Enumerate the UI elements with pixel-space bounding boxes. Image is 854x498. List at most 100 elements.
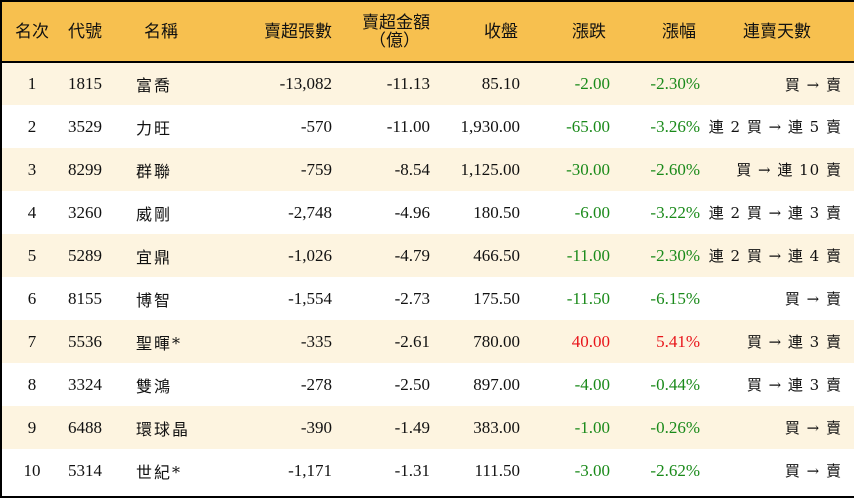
cell-close: 111.50 bbox=[474, 460, 521, 480]
cell-change: -65.00 bbox=[566, 116, 610, 136]
cell-name: 力旺 bbox=[136, 118, 173, 138]
cell-net-sell-amount: -4.79 bbox=[394, 245, 430, 265]
cell-code: 8155 bbox=[68, 288, 102, 308]
cell-change-pct: -2.30% bbox=[650, 74, 700, 93]
table-row: 3 8299 群聯 -759 -8.54 1,125.00 -30.00 -2.… bbox=[2, 148, 854, 191]
cell-consecutive-days: 買 → 連 3 賣 bbox=[746, 376, 842, 394]
header-change: 漲跌 bbox=[520, 2, 610, 63]
cell-net-sell-amount: -4.96 bbox=[394, 202, 430, 222]
cell-rank: 8 bbox=[27, 374, 37, 394]
header-change-pct: 漲幅 bbox=[610, 2, 700, 63]
cell-close: 1,125.00 bbox=[460, 159, 521, 179]
table-row: 8 3324 雙鴻 -278 -2.50 897.00 -4.00 -0.44%… bbox=[2, 363, 854, 406]
cell-name: 威剛 bbox=[136, 204, 173, 224]
cell-net-sell-amount: -1.49 bbox=[394, 417, 430, 437]
cell-change: -6.00 bbox=[574, 202, 610, 222]
table-row: 5 5289 宜鼎 -1,026 -4.79 466.50 -11.00 -2.… bbox=[2, 234, 854, 277]
cell-close: 180.50 bbox=[473, 202, 520, 222]
cell-net-sell-lots: -570 bbox=[300, 116, 332, 136]
header-net-sell-lots: 賣超張數 bbox=[218, 2, 332, 63]
cell-change-pct: -0.26% bbox=[650, 417, 700, 437]
cell-code: 6488 bbox=[68, 417, 102, 437]
header-row: 名次 代號 名稱 賣超張數 賣超金額 （億） 收盤 漲跌 漲幅 連賣天數 bbox=[2, 2, 854, 63]
cell-code: 3529 bbox=[68, 116, 102, 136]
cell-net-sell-amount: -2.61 bbox=[394, 331, 430, 351]
cell-net-sell-amount: -8.54 bbox=[394, 159, 430, 179]
cell-rank: 5 bbox=[27, 245, 37, 265]
cell-net-sell-amount: -11.13 bbox=[386, 74, 430, 93]
cell-consecutive-days: 買 → 連 10 賣 bbox=[736, 161, 842, 179]
cell-rank: 10 bbox=[23, 460, 41, 480]
cell-name: 環球晶 bbox=[136, 419, 191, 439]
header-consecutive-days: 連賣天數 bbox=[700, 2, 854, 63]
cell-name: 雙鴻 bbox=[136, 376, 173, 396]
cell-change-pct: 5.41% bbox=[656, 331, 700, 351]
cell-code: 5314 bbox=[68, 460, 102, 480]
cell-close: 1,930.00 bbox=[460, 116, 521, 136]
cell-code: 8299 bbox=[68, 159, 102, 179]
cell-name: 世紀* bbox=[136, 462, 183, 482]
table-row: 1 1815 富喬 -13,082 -11.13 85.10 -2.00 -2.… bbox=[2, 62, 854, 105]
cell-change: -4.00 bbox=[574, 374, 610, 394]
table-row: 4 3260 威剛 -2,748 -4.96 180.50 -6.00 -3.2… bbox=[2, 191, 854, 234]
cell-net-sell-lots: -1,554 bbox=[288, 288, 332, 308]
cell-code: 5289 bbox=[68, 245, 102, 265]
cell-net-sell-amount: -2.73 bbox=[394, 288, 430, 308]
cell-net-sell-amount: -1.31 bbox=[394, 460, 430, 480]
cell-rank: 9 bbox=[27, 417, 37, 437]
cell-code: 3324 bbox=[68, 374, 102, 394]
table-row: 10 5314 世紀* -1,171 -1.31 111.50 -3.00 -2… bbox=[2, 449, 854, 492]
cell-change-pct: -6.15% bbox=[650, 288, 700, 308]
cell-name: 宜鼎 bbox=[136, 247, 173, 267]
cell-change: -3.00 bbox=[574, 460, 610, 480]
cell-consecutive-days: 買 → 賣 bbox=[784, 462, 842, 480]
table-row: 9 6488 環球晶 -390 -1.49 383.00 -1.00 -0.26… bbox=[2, 406, 854, 449]
table-body: 1 1815 富喬 -13,082 -11.13 85.10 -2.00 -2.… bbox=[2, 62, 854, 492]
table-row: 6 8155 博智 -1,554 -2.73 175.50 -11.50 -6.… bbox=[2, 277, 854, 320]
cell-consecutive-days: 買 → 賣 bbox=[784, 290, 842, 308]
cell-rank: 7 bbox=[27, 331, 37, 351]
cell-change-pct: -3.22% bbox=[650, 202, 700, 222]
cell-change-pct: -3.26% bbox=[650, 116, 700, 136]
cell-net-sell-lots: -278 bbox=[300, 374, 332, 394]
table-row: 7 5536 聖暉* -335 -2.61 780.00 40.00 5.41%… bbox=[2, 320, 854, 363]
cell-rank: 4 bbox=[27, 202, 37, 222]
header-net-sell-amount: 賣超金額 （億） bbox=[332, 2, 430, 63]
cell-net-sell-lots: -1,171 bbox=[288, 460, 332, 480]
cell-change: -30.00 bbox=[566, 159, 610, 179]
cell-change: -1.00 bbox=[574, 417, 610, 437]
header-code: 代號 bbox=[62, 2, 128, 63]
cell-name: 聖暉* bbox=[136, 333, 183, 353]
cell-net-sell-amount: -11.00 bbox=[386, 116, 430, 136]
cell-close: 383.00 bbox=[473, 417, 520, 437]
cell-rank: 6 bbox=[27, 288, 37, 308]
cell-close: 780.00 bbox=[473, 331, 520, 351]
cell-rank: 3 bbox=[27, 159, 37, 179]
cell-change-pct: -0.44% bbox=[650, 374, 700, 394]
cell-consecutive-days: 買 → 賣 bbox=[784, 75, 842, 94]
cell-rank: 2 bbox=[27, 116, 37, 136]
cell-net-sell-amount: -2.50 bbox=[394, 374, 430, 394]
cell-net-sell-lots: -390 bbox=[300, 417, 332, 437]
cell-name: 博智 bbox=[136, 290, 173, 310]
cell-net-sell-lots: -759 bbox=[300, 159, 332, 179]
cell-consecutive-days: 連 2 買 → 連 4 賣 bbox=[708, 247, 842, 265]
table-row: 2 3529 力旺 -570 -11.00 1,930.00 -65.00 -3… bbox=[2, 105, 854, 148]
cell-net-sell-lots: -13,082 bbox=[279, 74, 332, 93]
cell-change: -11.50 bbox=[566, 288, 610, 308]
cell-net-sell-lots: -2,748 bbox=[288, 202, 332, 222]
cell-code: 5536 bbox=[68, 331, 102, 351]
cell-close: 85.10 bbox=[481, 74, 520, 93]
cell-change: 40.00 bbox=[571, 331, 610, 351]
cell-change-pct: -2.30% bbox=[650, 245, 700, 265]
cell-name: 富喬 bbox=[136, 76, 173, 95]
header-close: 收盤 bbox=[430, 2, 520, 63]
cell-code: 3260 bbox=[68, 202, 102, 222]
cell-consecutive-days: 買 → 賣 bbox=[784, 419, 842, 437]
cell-code: 1815 bbox=[68, 74, 102, 93]
cell-consecutive-days: 連 2 買 → 連 3 賣 bbox=[708, 204, 842, 222]
cell-name: 群聯 bbox=[136, 161, 173, 181]
cell-consecutive-days: 連 2 買 → 連 5 賣 bbox=[708, 118, 842, 136]
